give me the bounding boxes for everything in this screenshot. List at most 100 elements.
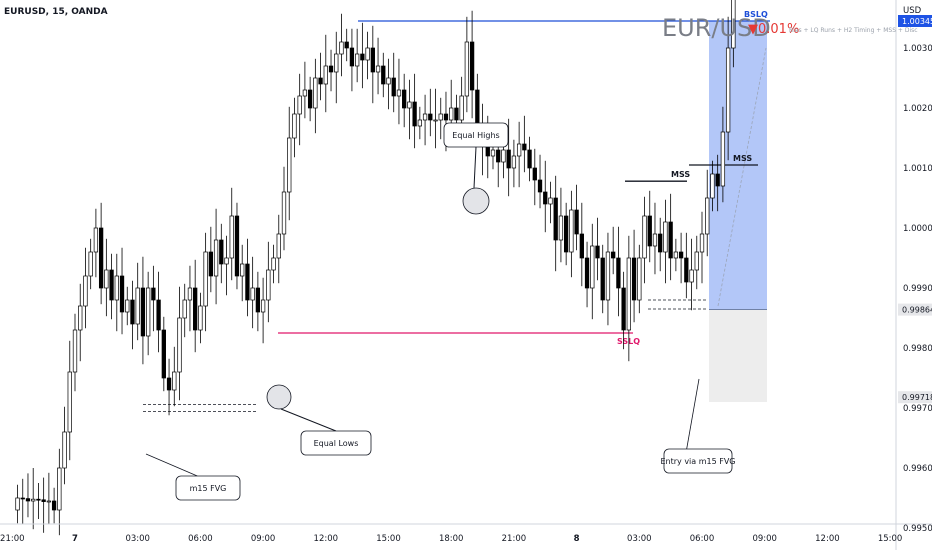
candle	[637, 244, 642, 314]
candle-body-up	[637, 257, 642, 301]
candle	[15, 484, 20, 524]
candle-body-down	[600, 257, 605, 301]
candle-body-down	[208, 251, 214, 277]
candle-body-up	[172, 371, 177, 391]
candle-body-down	[647, 215, 652, 247]
x-tick-labels[interactable]: 21:00 7 03:00 06:00 09:00 12:00 15:00 18:00 21:0…	[0, 534, 902, 544]
candle	[287, 106, 292, 221]
x-tick-label: 21:00	[502, 534, 527, 544]
candle-body-down	[391, 77, 396, 97]
candle-body-down	[36, 498, 41, 501]
candle	[381, 52, 386, 98]
symbol-legend[interactable]: EURUSD, 15, OANDA	[4, 7, 108, 17]
candle-body-up	[590, 245, 595, 289]
candle	[694, 235, 699, 290]
candle-body-down	[469, 41, 475, 91]
candle	[213, 208, 219, 305]
candle	[135, 262, 140, 341]
equal-highs-text: Equal Highs	[452, 131, 499, 140]
candle	[72, 313, 78, 392]
candle	[532, 148, 537, 206]
candle-body-up	[710, 173, 715, 199]
candle	[621, 271, 626, 350]
watermark-subtitle: Bias + LQ Runs + H2 Timing + MSS + Disc	[789, 27, 918, 34]
candle	[652, 202, 658, 275]
candle	[57, 448, 62, 536]
candle-body-up	[31, 498, 36, 502]
candle	[705, 169, 710, 257]
candle	[182, 283, 187, 338]
candle-body-up	[281, 191, 287, 235]
candle-body-up	[260, 299, 266, 313]
candle-body-up	[93, 227, 99, 253]
candle-body-down	[506, 149, 511, 169]
candle-body-up	[605, 251, 611, 301]
candle-body-down	[318, 77, 323, 85]
candle-body-down	[25, 498, 31, 502]
candle	[51, 487, 57, 524]
candle-body-up	[313, 77, 318, 109]
candle	[62, 406, 67, 485]
candle-body-up	[114, 275, 119, 301]
y-tick-label: 1.00000	[903, 224, 932, 234]
candle	[250, 256, 255, 329]
candle-body-down	[684, 257, 689, 283]
price-tags: 1.00345 0.99864 0.99718	[898, 15, 932, 404]
candle-body-down	[219, 239, 224, 265]
candle-body-up	[663, 221, 668, 253]
candle-body-up	[449, 107, 454, 121]
candle	[166, 358, 172, 416]
candle-body-up	[72, 329, 78, 373]
candle	[344, 28, 349, 62]
candle-body-down	[51, 500, 57, 511]
bslq-label: BSLQ	[744, 10, 768, 19]
equal-lows-pointer	[280, 408, 337, 432]
candle-body-up	[464, 41, 470, 97]
y-tick-label: 1.00100	[903, 164, 932, 174]
x-tick-label: 12:00	[314, 534, 339, 544]
candle	[355, 28, 360, 83]
candle	[605, 232, 611, 326]
candle-body-up	[104, 269, 109, 289]
candle-body-down	[140, 287, 146, 337]
candle	[104, 238, 109, 317]
candle	[522, 115, 527, 173]
candle-body-up	[725, 47, 731, 133]
candle-body-up	[516, 143, 522, 157]
candle	[684, 232, 689, 299]
candle	[177, 286, 182, 401]
candle	[46, 472, 52, 524]
candle-body-down	[41, 499, 46, 502]
price-tag-box	[898, 391, 932, 404]
candle	[595, 217, 600, 281]
candle-body-up	[365, 47, 370, 61]
candle-body-down	[166, 377, 172, 391]
candle-body-down	[579, 233, 584, 259]
candle	[245, 238, 250, 317]
entry-callout-pointer	[686, 378, 700, 450]
candle-body-up	[292, 113, 297, 139]
candle	[626, 235, 631, 362]
candle	[720, 106, 726, 203]
candle-body-up	[240, 263, 245, 277]
candle-body-up	[433, 119, 438, 122]
candle-body-down	[381, 65, 386, 85]
candle-body-down	[563, 215, 569, 253]
candle	[271, 244, 276, 284]
candle	[130, 280, 135, 350]
candle-body-up	[287, 137, 292, 193]
candle-body-down	[428, 113, 433, 121]
candle-body-up	[83, 275, 88, 307]
price-tag-label: 0.99718	[902, 393, 932, 402]
mss-label: MSS	[733, 154, 752, 163]
candle-body-down	[412, 101, 417, 127]
candle	[302, 61, 308, 119]
candle-body-up	[88, 251, 93, 277]
candle	[527, 136, 532, 182]
candle-body-down	[621, 287, 626, 331]
